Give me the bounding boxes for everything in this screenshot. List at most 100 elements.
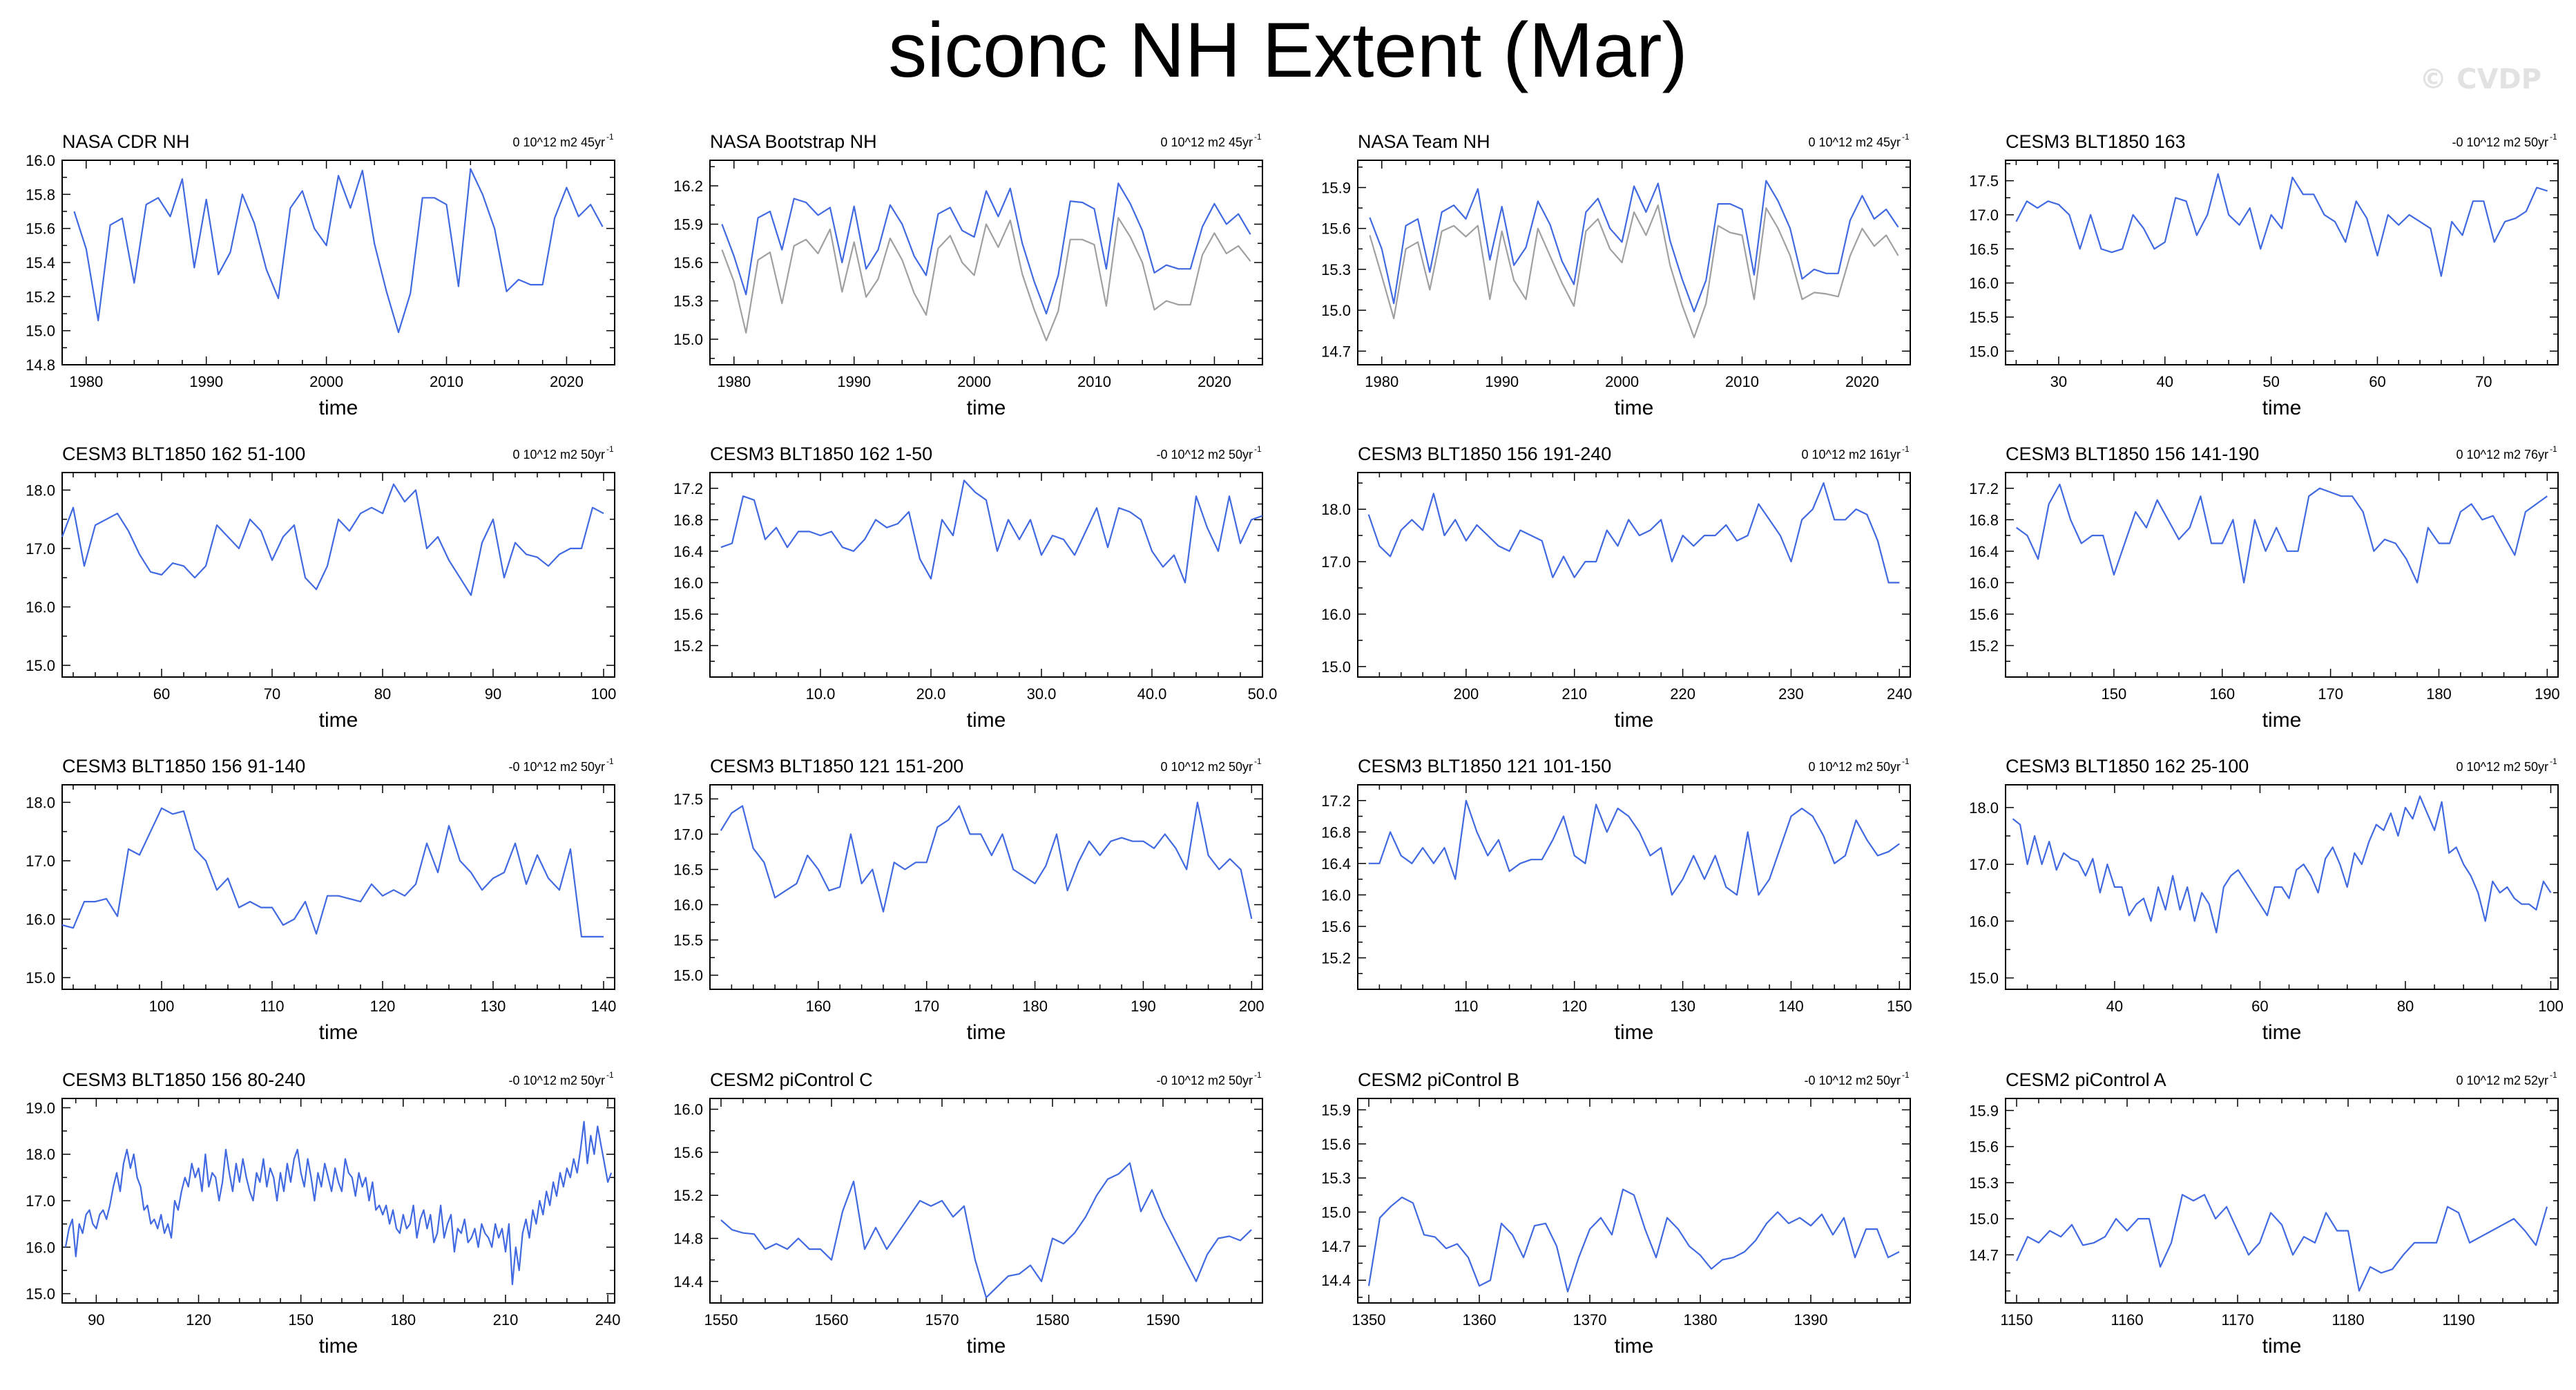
x-tick-label: 220 xyxy=(1670,685,1695,703)
panel-title: CESM3 BLT1850 156 80-240 xyxy=(62,1069,305,1090)
y-tick-label: 16.4 xyxy=(1969,543,1999,560)
y-tick-label: 15.2 xyxy=(1321,949,1351,967)
x-tick-label: 1990 xyxy=(189,373,223,390)
y-tick-label: 17.0 xyxy=(26,540,55,558)
trend-label: 0 10^12 m2 45yr xyxy=(1808,135,1901,149)
x-tick-label: 40 xyxy=(2157,373,2173,390)
panel-title: CESM2 piControl B xyxy=(1358,1069,1519,1090)
x-axis-label: time xyxy=(2262,709,2302,732)
x-tick-label: 90 xyxy=(88,1311,104,1329)
x-tick-label: 110 xyxy=(1454,998,1478,1015)
panel-9: CESM3 BLT1850 156 91-140 -0 10^12 m2 50yr… xyxy=(26,756,616,1044)
y-tick-label: 15.0 xyxy=(1321,302,1351,319)
x-tick-label: 120 xyxy=(1561,998,1587,1015)
x-axis-label: time xyxy=(319,397,358,419)
y-tick-label: 15.3 xyxy=(673,293,703,310)
trend-superscript: -1 xyxy=(2550,756,2557,766)
y-tick-label: 15.0 xyxy=(1969,343,1999,360)
y-tick-label: 16.0 xyxy=(26,152,55,169)
y-tick-label: 16.8 xyxy=(673,511,703,529)
x-tick-label: 2020 xyxy=(550,373,584,390)
y-tick-label: 19.0 xyxy=(26,1099,55,1116)
y-tick-label: 16.5 xyxy=(1969,240,1999,258)
x-tick-label: 2000 xyxy=(957,373,991,390)
panel-1: NASA CDR NH 0 10^12 m2 45yr -1 14.8 15.0 15.2… xyxy=(26,131,615,419)
y-tick-label: 15.9 xyxy=(673,216,703,234)
x-tick-label: 240 xyxy=(1887,685,1912,703)
y-tick-label: 14.8 xyxy=(673,1230,703,1248)
x-tick-label: 1150 xyxy=(2000,1311,2032,1329)
x-tick-label: 1360 xyxy=(1463,1311,1497,1329)
series-line-1 xyxy=(64,1121,613,1286)
y-tick-label: 15.6 xyxy=(1321,1136,1351,1153)
y-tick-label: 16.4 xyxy=(1321,855,1351,873)
y-tick-label: 15.5 xyxy=(1969,309,1999,326)
panel-title: NASA CDR NH xyxy=(62,131,190,152)
y-tick-label: 18.0 xyxy=(1969,799,1999,817)
x-tick-label: 1980 xyxy=(69,373,103,390)
y-tick-label: 17.0 xyxy=(26,1192,55,1210)
plot-frame xyxy=(61,784,615,990)
x-tick-label: 40 xyxy=(2106,998,2123,1015)
x-axis-label: time xyxy=(967,709,1006,732)
y-tick-label: 15.6 xyxy=(26,220,55,238)
panel-title: NASA Team NH xyxy=(1358,131,1490,152)
page-title: siconc NH Extent (Mar) xyxy=(888,7,1688,93)
x-tick-label: 1160 xyxy=(2111,1311,2143,1329)
series-line-1 xyxy=(61,807,604,938)
y-tick-label: 15.5 xyxy=(673,932,703,949)
x-tick-label: 150 xyxy=(288,1311,314,1329)
plot-frame xyxy=(1357,160,1911,365)
x-tick-label: 70 xyxy=(264,685,280,703)
x-tick-label: 2020 xyxy=(1198,373,1231,390)
x-tick-label: 2010 xyxy=(430,373,463,390)
y-tick-label: 15.0 xyxy=(26,657,55,674)
panel-title: CESM3 BLT1850 163 xyxy=(2006,131,2186,152)
y-tick-label: 16.8 xyxy=(1321,823,1351,841)
x-tick-label: 50 xyxy=(2262,373,2279,390)
plot-frame xyxy=(1357,1098,1911,1304)
y-tick-label: 16.0 xyxy=(673,897,703,914)
y-tick-label: 16.0 xyxy=(673,574,703,591)
panel-3: NASA Team NH 0 10^12 m2 45yr -1 14.7 15.0 15.… xyxy=(1321,131,1911,419)
x-tick-label: 100 xyxy=(2538,998,2564,1015)
trend-label: 0 10^12 m2 161yr xyxy=(1801,448,1901,461)
panel-title: CESM3 BLT1850 156 141-190 xyxy=(2006,444,2259,464)
y-tick-label: 14.7 xyxy=(1321,343,1351,360)
panel-title: CESM3 BLT1850 162 1-50 xyxy=(710,444,932,464)
series-line-2 xyxy=(1369,204,1899,339)
x-tick-label: 1370 xyxy=(1573,1311,1607,1329)
trend-superscript: -1 xyxy=(1254,756,1262,766)
panel-title: CESM3 BLT1850 121 151-200 xyxy=(710,756,963,777)
plot-frame xyxy=(1357,472,1911,678)
plot-frame xyxy=(2005,1098,2559,1304)
y-tick-label: 15.0 xyxy=(673,331,703,348)
trend-label: -0 10^12 m2 50yr xyxy=(1156,448,1253,461)
cvdp-watermark: © CVDP xyxy=(2419,64,2541,95)
series-line-1 xyxy=(721,182,1251,315)
y-tick-label: 17.0 xyxy=(673,826,703,843)
panel-8: CESM3 BLT1850 156 141-190 0 10^12 m2 76yr… xyxy=(1969,444,2560,732)
panel-12: CESM3 BLT1850 162 25-100 0 10^12 m2 50yr -… xyxy=(1969,756,2564,1044)
panel-title: CESM3 BLT1850 121 101-150 xyxy=(1358,756,1611,777)
trend-label: 0 10^12 m2 76yr xyxy=(2456,448,2548,461)
y-tick-label: 16.0 xyxy=(26,911,55,929)
y-tick-label: 16.0 xyxy=(26,1239,55,1256)
y-tick-label: 16.0 xyxy=(1321,606,1351,623)
x-tick-label: 240 xyxy=(595,1311,621,1329)
y-tick-label: 15.8 xyxy=(26,186,55,203)
y-tick-label: 18.0 xyxy=(26,482,55,499)
x-tick-label: 1980 xyxy=(717,373,751,390)
x-tick-label: 1580 xyxy=(1036,1311,1070,1329)
y-tick-label: 17.0 xyxy=(1969,856,1999,873)
panel-16: CESM2 piControl A 0 10^12 m2 52yr -1 14.7 15… xyxy=(1969,1069,2559,1358)
x-axis-label: time xyxy=(2262,1335,2302,1358)
x-axis-label: time xyxy=(967,1335,1006,1358)
y-tick-label: 15.0 xyxy=(26,323,55,340)
trend-label: -0 10^12 m2 50yr xyxy=(1156,1074,1253,1087)
series-line-1 xyxy=(1369,180,1899,313)
trend-label: -0 10^12 m2 50yr xyxy=(508,1074,605,1087)
trend-superscript: -1 xyxy=(2550,1070,2557,1080)
x-tick-label: 2010 xyxy=(1725,373,1759,390)
y-tick-label: 15.0 xyxy=(1321,658,1351,676)
